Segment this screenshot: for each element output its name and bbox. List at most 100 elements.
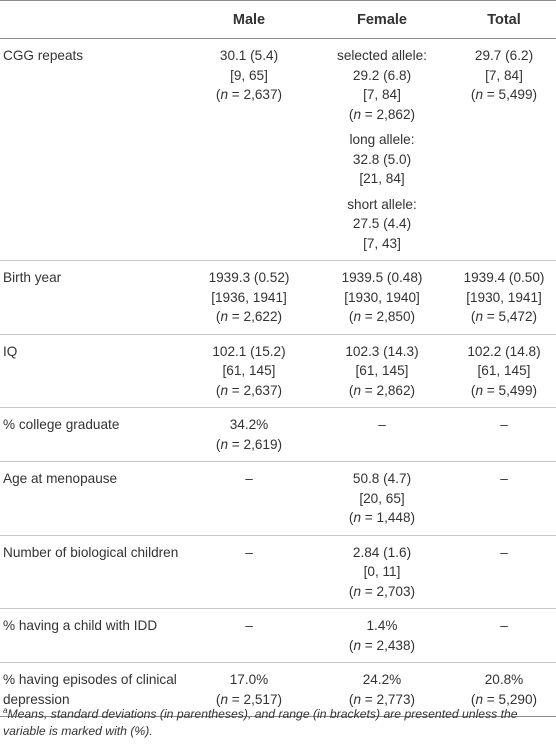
cell-line: (n = 2,637) (215, 382, 283, 398)
cell-group: – (456, 469, 552, 489)
cell-line: 102.1 (15.2) (212, 343, 286, 359)
cell-group: 102.1 (15.2) [61, 145] (n = 2,637) (190, 342, 308, 401)
row-label: Age at menopause (0, 461, 186, 536)
cell-line: (n = 5,499) (470, 382, 538, 398)
cell-line: [61, 145] (222, 363, 276, 378)
cell-line: (n = 2,619) (215, 436, 283, 452)
cell-group: 17.0% (n = 2,517) (190, 670, 308, 709)
cell-female: – (312, 407, 452, 462)
cell-group: long allele: 32.8 (5.0) [21, 84] (316, 130, 448, 189)
cell-line: (n = 5,499) (470, 87, 538, 102)
cell-total: – (452, 535, 556, 609)
row-label: CGG repeats (0, 38, 186, 261)
cell-group: – (316, 415, 448, 435)
cell-line: 50.8 (4.7) (352, 471, 412, 486)
cell-line: 27.5 (4.4) (352, 216, 412, 231)
cell-group: 1.4% (n = 2,438) (316, 616, 448, 655)
cell-line: 102.2 (14.8) (467, 343, 541, 359)
cell-line: (n = 2,622) (215, 309, 283, 324)
cell-line: (n = 5,290) (470, 691, 538, 707)
cell-line: (n = 2,862) (348, 106, 416, 122)
cell-group: – (456, 543, 552, 563)
cell-line: [1936, 1941] (211, 289, 287, 305)
table-row: Birth year 1939.3 (0.52) [1936, 1941] (n = … (0, 260, 556, 335)
cell-line: long allele: (349, 132, 415, 147)
table-row: Number of biological children – 2.84 (1.6)… (0, 535, 556, 609)
cell-group: selected allele: 29.2 (6.8) [7, 84] (n = 2,… (316, 46, 448, 124)
cell-line: – (500, 471, 508, 486)
cell-group: 1939.5 (0.48) [1930, 1940] (n = 2,850) (316, 268, 448, 327)
cell-male: 30.1 (5.4) [9, 65] (n = 2,637) (186, 38, 312, 261)
cell-line: 29.7 (6.2) (474, 48, 534, 63)
cell-total: – (452, 608, 556, 663)
footnote-text: Means, standard deviations (in parenthes… (3, 707, 518, 738)
cell-group: 24.2% (n = 2,773) (316, 670, 448, 709)
cell-group: – (190, 469, 308, 489)
cell-line: – (500, 417, 508, 432)
cell-male: 1939.3 (0.52) [1936, 1941] (n = 2,622) (186, 260, 312, 335)
cell-female: selected allele: 29.2 (6.8) [7, 84] (n = 2,… (312, 38, 452, 261)
cell-group: 50.8 (4.7) [20, 65] (n = 1,448) (316, 469, 448, 528)
cell-line: [7, 84] (485, 67, 523, 83)
cell-group: – (190, 543, 308, 563)
cell-line: [20, 65] (359, 490, 405, 506)
cell-line: 29.2 (6.8) (352, 67, 412, 83)
cell-group: 29.7 (6.2) [7, 84] (n = 5,499) (456, 46, 552, 105)
cell-line: [61, 145] (477, 363, 531, 378)
cell-female: 102.3 (14.3) [61, 145] (n = 2,862) (312, 334, 452, 408)
cell-group: 2.84 (1.6) [0, 11] (n = 2,703) (316, 543, 448, 602)
header-variable (0, 0, 186, 39)
header-male: Male (186, 0, 312, 39)
cell-line: 102.3 (14.3) (345, 343, 419, 359)
cell-line: – (500, 618, 508, 633)
cell-line: 1.4% (366, 618, 398, 633)
cell-group: 34.2% (n = 2,619) (190, 415, 308, 454)
cell-line: 17.0% (229, 672, 269, 687)
cell-total: 102.2 (14.8) [61, 145] (n = 5,499) (452, 334, 556, 408)
row-label: Number of biological children (0, 535, 186, 609)
cell-line: 1939.4 (0.50) (463, 270, 545, 285)
cell-line: 30.1 (5.4) (219, 48, 279, 63)
table-body: CGG repeats 30.1 (5.4) [9, 65] (n = 2,637) s… (0, 38, 556, 717)
cell-line: (n = 5,472) (470, 309, 538, 324)
cell-line: (n = 2,703) (348, 583, 416, 599)
cell-group: – (190, 616, 308, 636)
header-row: Male Female Total (0, 0, 556, 39)
cell-line: (n = 2,517) (215, 691, 283, 707)
cell-line: [1930, 1940] (344, 289, 420, 305)
cell-line: 2.84 (1.6) (352, 544, 412, 560)
cell-line: (n = 2,862) (348, 382, 416, 398)
cell-female: 24.2% (n = 2,773) (312, 662, 452, 717)
cell-line: 24.2% (362, 672, 402, 687)
cell-line: [1930, 1941] (466, 289, 542, 305)
cell-female: 50.8 (4.7) [20, 65] (n = 1,448) (312, 461, 452, 536)
cell-group: 20.8% (n = 5,290) (456, 670, 552, 709)
table-footnote: aMeans, standard deviations (in parenthe… (3, 706, 553, 740)
table-row: % having a child with IDD – 1.4% (n = 2,438… (0, 608, 556, 663)
cell-line: selected allele: (337, 48, 427, 63)
cell-female: 1.4% (n = 2,438) (312, 608, 452, 663)
cell-total: 1939.4 (0.50) [1930, 1941] (n = 5,472) (452, 260, 556, 335)
cell-group: 1939.4 (0.50) [1930, 1941] (n = 5,472) (456, 268, 552, 327)
cell-line: [7, 43] (363, 235, 401, 251)
row-label: % having episodes of clinical depression (0, 662, 186, 717)
cell-line: [21, 84] (359, 171, 405, 186)
table-row: Age at menopause – 50.8 (4.7) [20, 65] (n = … (0, 461, 556, 536)
row-label: IQ (0, 334, 186, 408)
cell-line: (n = 2,850) (348, 309, 416, 324)
cell-male: – (186, 461, 312, 536)
cell-line: [0, 11] (363, 564, 401, 579)
footnote-marker: a (3, 705, 8, 715)
row-label: Birth year (0, 260, 186, 335)
table-row: CGG repeats 30.1 (5.4) [9, 65] (n = 2,637) s… (0, 38, 556, 261)
cell-line: [7, 84] (363, 87, 401, 102)
row-label: % college graduate (0, 407, 186, 462)
cell-line: 32.8 (5.0) (352, 151, 412, 167)
cell-line: [9, 65] (230, 67, 268, 83)
cell-female: 2.84 (1.6) [0, 11] (n = 2,703) (312, 535, 452, 609)
cell-male: – (186, 535, 312, 609)
cell-group: 1939.3 (0.52) [1936, 1941] (n = 2,622) (190, 268, 308, 327)
cell-total: – (452, 461, 556, 536)
cell-total: – (452, 407, 556, 462)
